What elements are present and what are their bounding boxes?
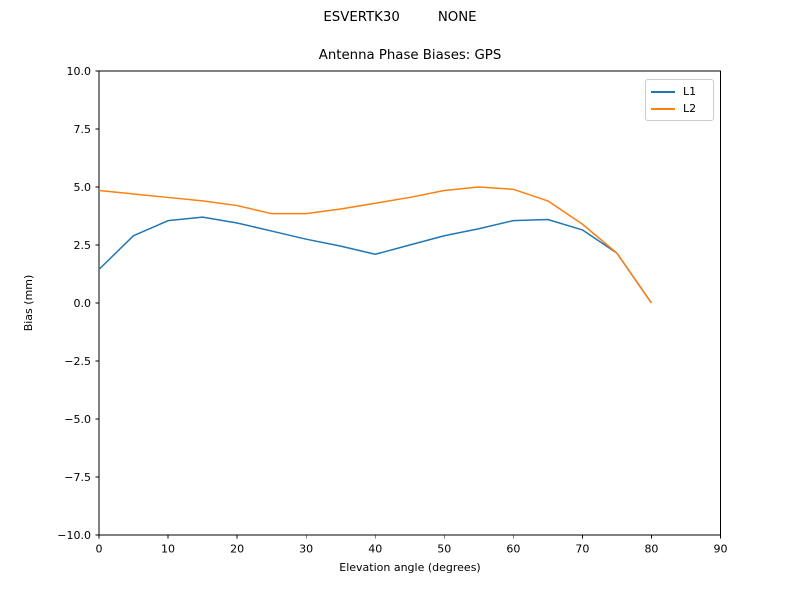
x-tick-label: 50: [437, 543, 451, 556]
y-tick-label: 7.5: [74, 123, 92, 136]
x-tick-label: 30: [299, 543, 313, 556]
x-tick-label: 80: [644, 543, 658, 556]
y-tick-label: −10.0: [57, 529, 91, 542]
axes-frame: [98, 70, 721, 536]
x-tick-label: 0: [96, 543, 103, 556]
legend-entry-l2: L2: [651, 100, 708, 117]
y-tick-label: 10.0: [67, 65, 92, 78]
line-series-L1: [98, 216, 653, 304]
x-tick-label: 60: [506, 543, 520, 556]
y-tick-label: −7.5: [64, 471, 91, 484]
legend-box: L1 L2: [645, 79, 714, 121]
legend-entry-l1: L1: [651, 83, 708, 100]
y-tick-label: 5.0: [74, 181, 92, 194]
x-tick-label: 70: [575, 543, 589, 556]
x-tick-label: 90: [714, 543, 728, 556]
legend-label-l2: L2: [683, 102, 697, 115]
line-series-L2: [98, 186, 653, 304]
x-tick-label: 20: [230, 543, 244, 556]
axes-title: Antenna Phase Biases: GPS: [318, 48, 502, 63]
x-axis-label: Elevation angle (degrees): [339, 561, 481, 574]
x-tick-label: 10: [161, 543, 175, 556]
legend-line-sample-l2: [651, 107, 675, 110]
legend-line-sample-l1: [651, 90, 675, 93]
y-tick-label: −2.5: [64, 355, 91, 368]
x-tick-label: 40: [368, 543, 382, 556]
y-tick-label: 2.5: [74, 239, 92, 252]
y-tick-label: −5.0: [64, 413, 91, 426]
y-axis-label: Bias (mm): [22, 274, 35, 332]
legend-label-l1: L1: [683, 85, 697, 98]
y-tick-label: 0.0: [74, 297, 92, 310]
figure-suptitle: ESVERTK30 NONE: [323, 10, 477, 25]
